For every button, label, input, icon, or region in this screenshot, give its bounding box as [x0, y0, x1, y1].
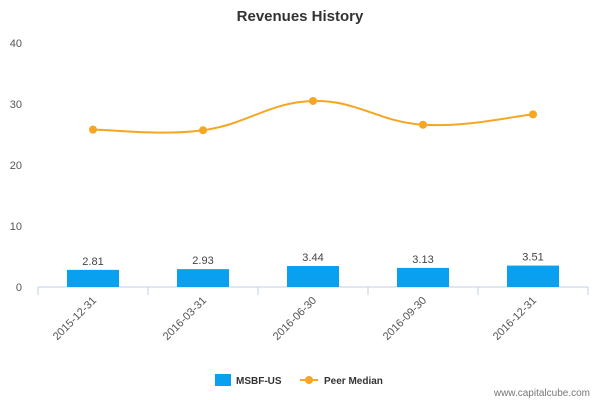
- y-tick-label: 30: [10, 99, 22, 111]
- legend-label-line: Peer Median: [324, 376, 383, 387]
- line-point: [529, 110, 537, 119]
- bar: [67, 269, 119, 287]
- bar-series: [67, 265, 559, 287]
- y-axis: 0 10 20 30 40: [10, 38, 22, 294]
- y-tick-label: 40: [10, 38, 22, 50]
- x-tick-label: 2016-03-31: [161, 295, 209, 343]
- watermark: www.capitalcube.com: [493, 388, 590, 399]
- peer-median-line: [92, 99, 534, 134]
- y-tick-label: 0: [16, 282, 22, 294]
- bar: [287, 266, 339, 287]
- bar: [507, 265, 559, 287]
- x-tick-label: 2016-06-30: [271, 295, 319, 343]
- legend-label-bar: MSBF-US: [236, 376, 282, 387]
- x-tick-label: 2016-09-30: [381, 295, 429, 343]
- y-tick-label: 10: [10, 221, 22, 233]
- legend-swatch-bar: [215, 374, 231, 386]
- bar-data-label: 3.51: [522, 252, 543, 264]
- bar-data-label: 3.44: [302, 252, 323, 264]
- line-point: [419, 120, 427, 129]
- legend-swatch-line-marker: [305, 376, 313, 384]
- y-tick-label: 20: [10, 160, 22, 172]
- line-point: [199, 126, 207, 135]
- line-point: [89, 125, 97, 134]
- data-labels: 2.81 2.93 3.44 3.13 3.51: [82, 252, 543, 268]
- bar-data-label: 2.93: [192, 255, 213, 267]
- bar: [177, 269, 229, 287]
- chart-title: Revenues History: [237, 8, 364, 25]
- x-tick-label: 2015-12-31: [51, 295, 99, 343]
- line-point: [309, 96, 317, 105]
- line-series: [89, 96, 537, 135]
- legend: MSBF-US Peer Median: [215, 374, 383, 387]
- x-tick-label: 2016-12-31: [491, 295, 539, 343]
- bar-data-label: 2.81: [82, 256, 103, 268]
- bar: [397, 267, 449, 287]
- bar-data-label: 3.13: [412, 254, 433, 266]
- x-axis: 2015-12-31 2016-03-31 2016-06-30 2016-09-30…: [37, 286, 589, 343]
